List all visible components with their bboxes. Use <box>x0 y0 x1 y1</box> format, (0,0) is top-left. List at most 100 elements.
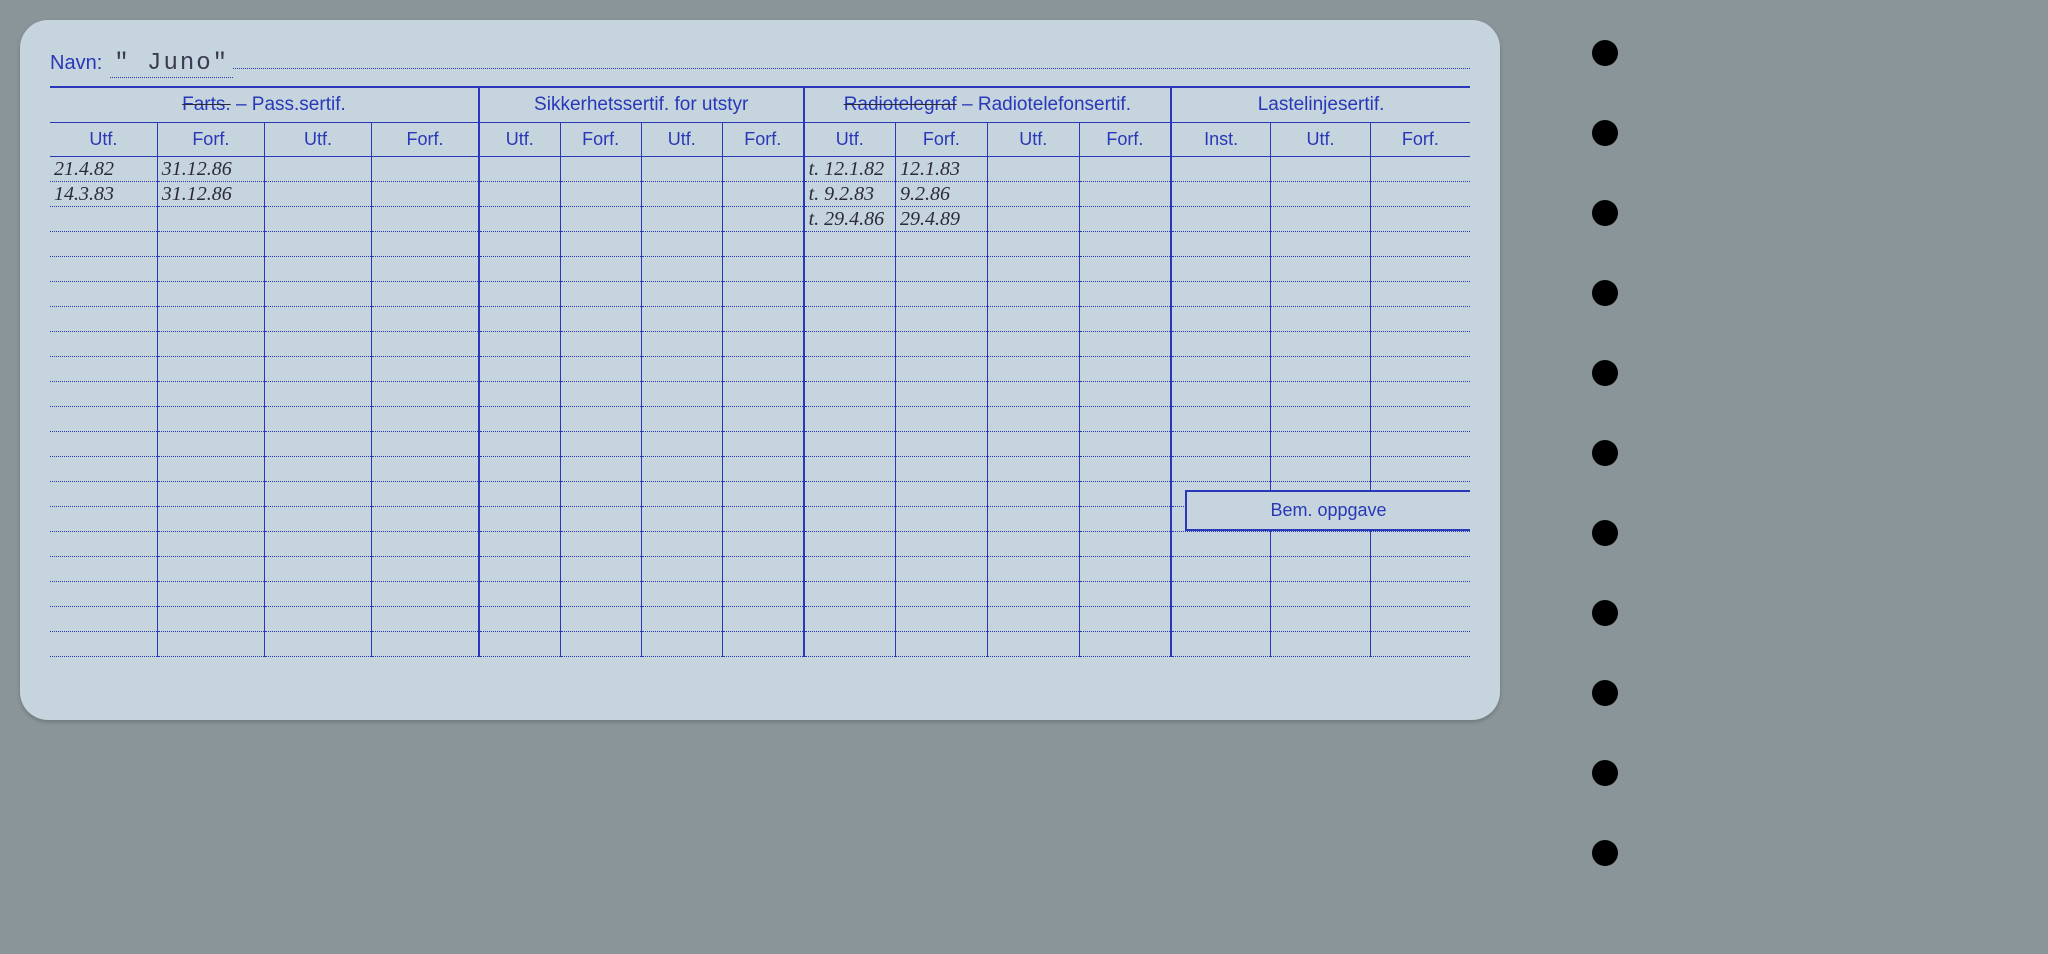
cell: 21.4.82 <box>50 157 157 182</box>
col-forf: Forf. <box>1079 123 1171 157</box>
cell <box>560 632 641 657</box>
cell <box>1079 282 1171 307</box>
cell <box>264 382 371 407</box>
cell <box>372 607 479 632</box>
cell <box>1171 632 1271 657</box>
cell <box>372 282 479 307</box>
cell <box>560 532 641 557</box>
cell <box>895 357 987 382</box>
cell <box>479 432 560 457</box>
cell <box>560 407 641 432</box>
cell <box>50 332 157 357</box>
cell <box>722 457 803 482</box>
cell <box>157 332 264 357</box>
cell <box>1171 257 1271 282</box>
cell <box>264 407 371 432</box>
cell <box>372 182 479 207</box>
cell <box>895 407 987 432</box>
cell <box>479 607 560 632</box>
cell <box>479 357 560 382</box>
col-utf: Utf. <box>641 123 722 157</box>
cell <box>372 157 479 182</box>
cell <box>264 607 371 632</box>
cell <box>157 232 264 257</box>
cell <box>479 632 560 657</box>
record-card: Navn: " Juno" Farts. – Pass.sertif. Sikk… <box>20 20 1500 720</box>
cell <box>895 257 987 282</box>
cell: 14.3.83 <box>50 182 157 207</box>
cell <box>722 632 803 657</box>
cell <box>1271 357 1371 382</box>
cell <box>1079 257 1171 282</box>
cell <box>1171 182 1271 207</box>
group-sikkerhet: Sikkerhetssertif. for utstyr <box>479 88 804 123</box>
cell <box>157 507 264 532</box>
col-forf: Forf. <box>372 123 479 157</box>
cell <box>372 332 479 357</box>
cell <box>722 532 803 557</box>
cell <box>1079 582 1171 607</box>
cell <box>560 507 641 532</box>
cell <box>479 207 560 232</box>
binder-hole <box>1592 680 1618 706</box>
cell <box>372 582 479 607</box>
cell: 31.12.86 <box>157 157 264 182</box>
cell <box>1370 382 1470 407</box>
cell <box>1370 557 1470 582</box>
cell <box>560 582 641 607</box>
cell <box>157 282 264 307</box>
table-row <box>50 282 1470 307</box>
cell <box>804 332 896 357</box>
col-utf: Utf. <box>50 123 157 157</box>
cell <box>895 282 987 307</box>
cell <box>264 507 371 532</box>
binder-hole <box>1592 280 1618 306</box>
cell <box>1271 532 1371 557</box>
cell <box>157 582 264 607</box>
cell <box>479 332 560 357</box>
cell <box>264 207 371 232</box>
cell <box>1171 357 1271 382</box>
cell <box>50 532 157 557</box>
cell <box>987 532 1079 557</box>
cell <box>722 382 803 407</box>
cell <box>1370 607 1470 632</box>
cell <box>1079 332 1171 357</box>
cell: 29.4.89 <box>895 207 987 232</box>
cell <box>641 607 722 632</box>
cell <box>722 182 803 207</box>
cell <box>50 282 157 307</box>
cell <box>804 457 896 482</box>
certificate-table: Farts. – Pass.sertif. Sikkerhetssertif. … <box>50 88 1470 657</box>
table-row <box>50 332 1470 357</box>
cell <box>1079 232 1171 257</box>
cell: 9.2.86 <box>895 182 987 207</box>
cell <box>804 382 896 407</box>
cell <box>987 357 1079 382</box>
col-utf: Utf. <box>264 123 371 157</box>
cell <box>1271 307 1371 332</box>
cell <box>372 307 479 332</box>
cell <box>1370 582 1470 607</box>
cell <box>987 307 1079 332</box>
cell <box>479 257 560 282</box>
cell <box>895 382 987 407</box>
cell <box>1370 232 1470 257</box>
cell <box>1079 307 1171 332</box>
cell <box>1171 607 1271 632</box>
cell <box>560 207 641 232</box>
binder-hole <box>1592 440 1618 466</box>
cell <box>1171 457 1271 482</box>
cell <box>987 507 1079 532</box>
table-row <box>50 382 1470 407</box>
cell <box>264 232 371 257</box>
cell <box>987 182 1079 207</box>
cell <box>641 432 722 457</box>
cell <box>1079 382 1171 407</box>
cell <box>50 482 157 507</box>
cell <box>50 382 157 407</box>
cell <box>560 457 641 482</box>
cell <box>987 557 1079 582</box>
cell <box>804 232 896 257</box>
cell <box>50 207 157 232</box>
